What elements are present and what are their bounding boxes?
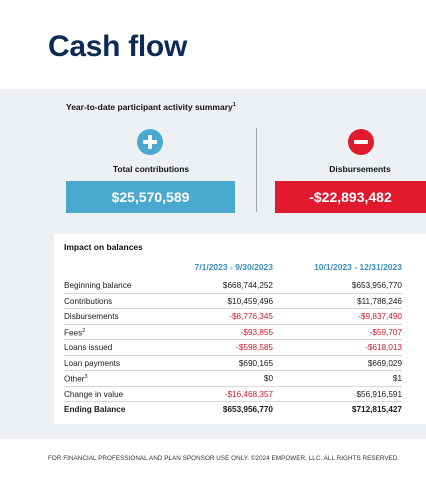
table-row: Loan payments $690,165 $669,029 (64, 356, 402, 371)
table-row: Disbursements -$8,776,345 -$9,837,490 (64, 309, 402, 325)
row-label: Other3 (64, 374, 88, 384)
value-q4: $653,956,770 (351, 281, 402, 290)
table-row: Contributions $10,459,496 $11,788,246 (64, 294, 402, 309)
value-q4: -$9,837,490 (358, 312, 402, 321)
row-label: Loan payments (64, 358, 120, 368)
table-row: Change in value -$16,468,357 $56,916,591 (64, 387, 402, 402)
summary-title: Year-to-date participant activity summar… (66, 102, 236, 112)
impact-table: Beginning balance $668,744,252 $653,956,77… (64, 278, 402, 418)
value-q4: $1 (392, 374, 402, 383)
plus-icon (137, 129, 163, 155)
value-q4: $56,916,591 (356, 389, 402, 399)
value-q3: $668,744,252 (222, 281, 273, 290)
value-q3: $10,459,496 (227, 296, 273, 306)
minus-icon (348, 129, 374, 155)
value-q4: -$618,013 (365, 343, 402, 352)
table-row: Fees2 -$93,855 -$59,707 (64, 325, 402, 340)
row-label: Beginning balance (64, 281, 132, 290)
row-label: Fees2 (64, 327, 86, 338)
value-q4: $11,788,246 (357, 296, 402, 306)
disbursements-label: Disbursements (329, 164, 391, 174)
column-header-q3: 7/1/2023 - 9/30/2023 (194, 262, 273, 272)
value-q3: $0 (263, 374, 273, 383)
total-contributions-label: Total contributions (112, 164, 190, 174)
page-title: Cash flow (48, 30, 187, 63)
row-label: Change in value (64, 389, 124, 399)
table-row: Other3 $0 $1 (64, 371, 402, 387)
value-q4: $712,815,427 (351, 405, 402, 414)
table-row: Ending Balance $653,956,770 $712,815,427 (64, 402, 402, 418)
disbursements-amount: -$22,893,482 (275, 181, 426, 213)
column-header-q4: 10/1/2023 - 12/31/2023 (314, 262, 402, 272)
value-q3: -$93,855 (240, 327, 273, 337)
value-q3: $690,165 (238, 358, 273, 368)
value-q3: -$598,585 (236, 343, 273, 352)
impact-panel (54, 234, 426, 424)
table-row: Beginning balance $668,744,252 $653,956,77… (64, 278, 402, 294)
table-row: Loans issued -$598,585 -$618,013 (64, 340, 402, 356)
impact-title: Impact on balances (64, 242, 143, 252)
row-label: Disbursements (64, 312, 119, 321)
summary-divider (256, 128, 257, 212)
row-label: Ending Balance (64, 405, 126, 414)
row-label: Contributions (64, 296, 113, 306)
value-q3: -$8,776,345 (229, 312, 273, 321)
row-label: Loans issued (64, 343, 113, 352)
value-q3: -$16,468,357 (224, 389, 273, 399)
value-q4: $669,029 (367, 358, 402, 368)
footer-disclaimer: FOR FINANCIAL PROFESSIONAL AND PLAN SPON… (48, 455, 400, 462)
value-q4: -$59,707 (369, 327, 402, 337)
value-q3: $653,956,770 (222, 405, 273, 414)
total-contributions-amount: $25,570,589 (66, 181, 235, 213)
